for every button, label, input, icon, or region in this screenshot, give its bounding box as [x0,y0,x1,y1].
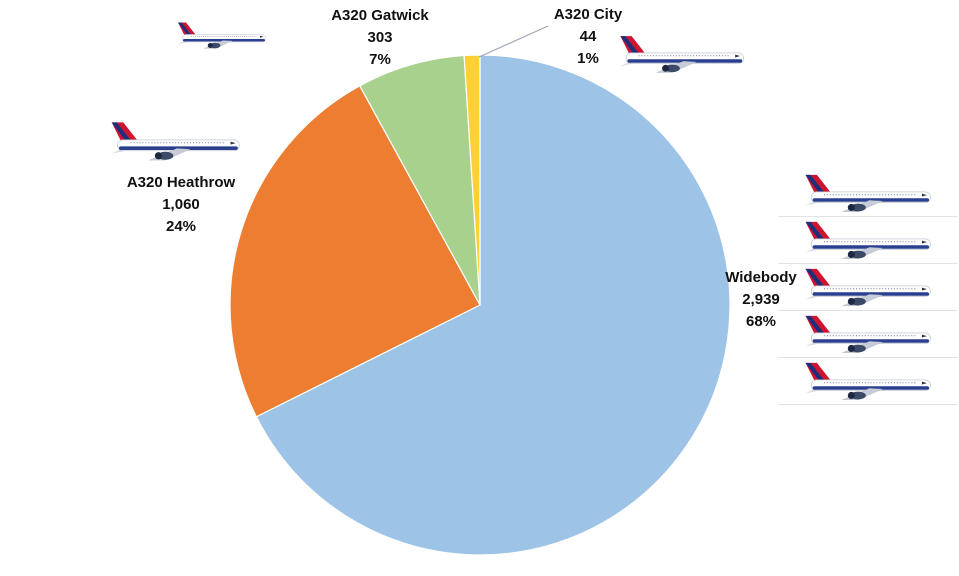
widebody-plane-icon [778,313,958,358]
slice-value: 1,060 [162,196,200,213]
widebody-plane-icon [778,266,958,311]
widebody-plane-icon [778,219,958,264]
a320-city-plane-icon [612,30,752,80]
widebody-plane-icon [778,172,958,217]
pie-slice-a320-city [463,54,481,306]
slice-label-a320-gatwick: A320 Gatwick 303 7% [315,5,445,71]
slice-percent: 24% [165,218,197,235]
slice-name: Widebody [725,269,797,286]
slice-value: 303 [367,29,393,46]
slice-value: 2,939 [742,291,780,308]
leader-line-a320-city [478,25,549,58]
slice-percent: 68% [745,313,777,330]
slice-name: A320 Gatwick [331,7,429,24]
a320-gatwick-plane-icon [172,12,272,60]
pie-slice-a320-gatwick [358,54,481,306]
slice-percent: 1% [577,50,599,67]
pie-slices-group [229,54,731,556]
slice-value: 44 [579,28,597,45]
widebody-plane-icon [778,360,958,405]
pie-slice-widebody [255,54,731,556]
slice-label-a320-heathrow: A320 Heathrow 1,060 24% [111,172,251,238]
slice-label-widebody: Widebody 2,939 68% [706,267,816,333]
pie-slice-a320-heathrow [229,84,481,418]
slice-name: A320 Heathrow [126,174,236,191]
slice-percent: 7% [369,51,391,68]
slice-label-a320-city: A320 City 44 1% [533,4,643,70]
slice-name: A320 City [553,6,623,23]
a320-heathrow-plane-icon [103,116,248,168]
